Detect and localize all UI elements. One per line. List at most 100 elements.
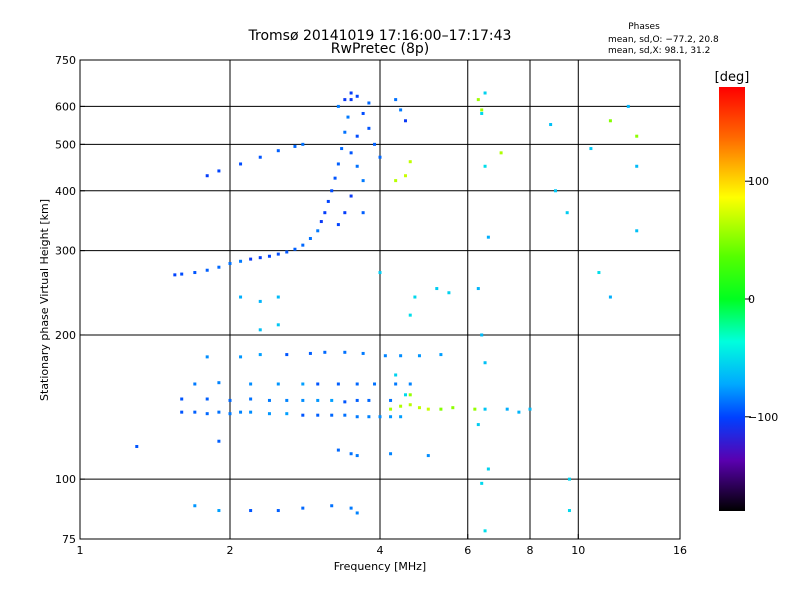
echo-point: [378, 415, 382, 419]
echo-point: [293, 144, 297, 148]
echo-point: [239, 410, 243, 414]
echo-point: [323, 211, 327, 215]
echo-point: [285, 398, 289, 402]
grid-layer: [80, 60, 680, 539]
echo-point: [205, 397, 209, 401]
echo-point: [205, 174, 209, 178]
echo-point: [336, 448, 340, 452]
stats-x-mode: mean, sd,X: 98.1, 31.2: [608, 46, 710, 56]
echo-point: [483, 529, 487, 533]
echo-point: [447, 291, 451, 295]
echo-point: [258, 299, 262, 303]
echo-point: [367, 101, 371, 105]
echo-point: [439, 407, 443, 411]
echo-point: [486, 235, 490, 239]
echo-point: [483, 164, 487, 168]
echo-point: [373, 382, 377, 386]
echo-point: [217, 265, 221, 269]
echo-point: [301, 382, 305, 386]
echo-point: [276, 323, 280, 327]
echo-point: [565, 211, 569, 215]
echo-point: [323, 350, 327, 354]
echo-point: [193, 271, 197, 275]
echo-point: [435, 287, 439, 291]
echo-point: [426, 407, 430, 411]
stats-o-mode: mean, sd,O: −77.2, 20.8: [608, 35, 719, 45]
colorbar-tick-label: 0: [748, 293, 755, 306]
y-tick-label: 200: [55, 329, 76, 342]
colorbar-ticks: 100 0 −100: [745, 175, 778, 424]
colorbar-unit: [deg]: [715, 70, 750, 85]
echo-point: [217, 410, 221, 414]
echo-point: [367, 398, 371, 402]
echo-point: [528, 407, 532, 411]
echo-point: [480, 111, 484, 115]
echo-point: [336, 382, 340, 386]
colorbar-tick-label: −100: [748, 411, 778, 424]
echo-point: [228, 398, 232, 402]
echo-point: [378, 271, 382, 275]
y-tick-label: 300: [55, 245, 76, 258]
echo-point: [336, 104, 340, 108]
echo-point: [399, 404, 403, 408]
echo-point: [228, 412, 232, 416]
echo-point: [367, 415, 371, 419]
echo-point: [217, 381, 221, 385]
echo-point: [399, 354, 403, 358]
echo-point: [373, 142, 377, 146]
echo-point: [403, 174, 407, 178]
echo-point: [349, 506, 353, 510]
echo-point: [239, 295, 243, 299]
x-axis-label: Frequency [MHz]: [334, 560, 426, 573]
x-tick-label: 10: [571, 544, 585, 557]
echo-point: [285, 250, 289, 254]
echo-point: [635, 134, 639, 138]
echo-point: [408, 313, 412, 317]
y-tick-label: 400: [55, 185, 76, 198]
echo-point: [403, 119, 407, 123]
echo-point: [355, 415, 359, 419]
echo-point: [180, 410, 184, 414]
echo-point: [135, 444, 139, 448]
echo-point: [308, 351, 312, 355]
echo-point: [394, 179, 398, 183]
echo-point: [349, 151, 353, 155]
echo-point: [394, 382, 398, 386]
echo-point: [355, 454, 359, 458]
echo-point: [249, 257, 253, 261]
echo-point: [355, 134, 359, 138]
y-tick-labels: 75 100 200 300 400 500 600 750: [55, 54, 85, 546]
echo-point: [355, 398, 359, 402]
echo-point: [476, 423, 480, 427]
echo-point: [276, 295, 280, 299]
echo-point: [319, 220, 323, 224]
echo-point: [408, 160, 412, 164]
echo-point: [301, 398, 305, 402]
echo-point: [180, 272, 184, 276]
echo-point: [249, 410, 253, 414]
echo-point: [567, 509, 571, 513]
echo-point: [205, 355, 209, 359]
echo-point: [378, 155, 382, 159]
echo-point: [239, 162, 243, 166]
echo-point: [228, 261, 232, 265]
echo-point: [367, 126, 371, 130]
echo-point: [267, 398, 271, 402]
echo-point: [258, 328, 262, 332]
x-tick-label: 1: [77, 544, 84, 557]
echo-point: [267, 254, 271, 258]
echo-point: [316, 413, 320, 417]
echo-point: [285, 412, 289, 416]
echo-point: [205, 268, 209, 272]
echo-point: [451, 406, 455, 410]
echo-point: [346, 115, 350, 119]
echo-point: [361, 111, 365, 115]
echo-point: [293, 247, 297, 251]
echo-point: [389, 452, 393, 456]
echo-point: [301, 142, 305, 146]
echo-point: [276, 149, 280, 153]
echo-point: [285, 353, 289, 357]
x-tick-label: 4: [377, 544, 384, 557]
echo-point: [608, 295, 612, 299]
